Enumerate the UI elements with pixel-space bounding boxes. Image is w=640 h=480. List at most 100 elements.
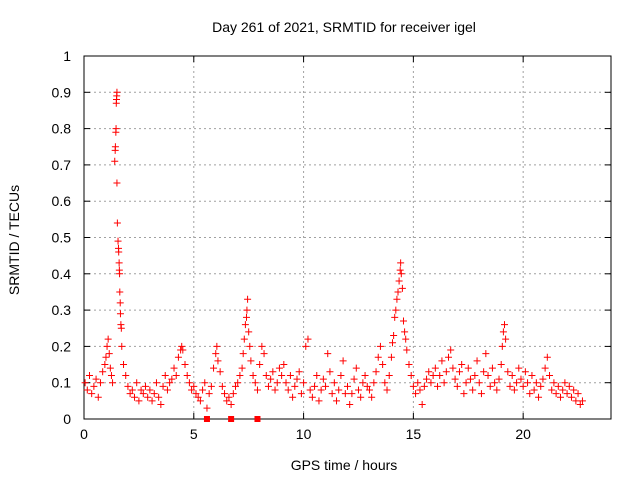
x-axis-label: GPS time / hours bbox=[291, 457, 398, 473]
gap-marker bbox=[203, 416, 210, 422]
data-point bbox=[144, 393, 152, 401]
data-point bbox=[451, 375, 459, 383]
data-point bbox=[471, 371, 479, 379]
data-point bbox=[218, 382, 226, 390]
data-point bbox=[256, 361, 264, 369]
data-point bbox=[280, 361, 288, 369]
data-point bbox=[152, 379, 160, 387]
data-point bbox=[166, 379, 174, 387]
data-point bbox=[484, 371, 492, 379]
data-point bbox=[260, 350, 268, 358]
y-tick-label: 0.5 bbox=[52, 230, 72, 246]
data-point bbox=[172, 371, 180, 379]
data-point bbox=[131, 393, 139, 401]
data-point bbox=[196, 397, 204, 405]
data-point bbox=[398, 284, 406, 292]
data-point bbox=[449, 364, 457, 372]
gap-marker bbox=[228, 416, 235, 422]
data-point bbox=[466, 375, 474, 383]
data-point bbox=[194, 393, 202, 401]
data-point bbox=[379, 361, 387, 369]
data-point bbox=[214, 357, 222, 365]
data-point bbox=[359, 379, 367, 387]
data-point bbox=[491, 379, 499, 387]
data-point bbox=[436, 371, 444, 379]
data-point bbox=[115, 248, 123, 256]
data-point bbox=[488, 364, 496, 372]
data-point bbox=[271, 386, 279, 394]
data-point bbox=[170, 364, 178, 372]
data-point bbox=[546, 371, 554, 379]
data-point bbox=[253, 386, 261, 394]
data-point bbox=[245, 328, 253, 336]
data-point bbox=[427, 379, 435, 387]
data-point bbox=[493, 386, 501, 394]
data-point bbox=[141, 382, 149, 390]
data-point bbox=[302, 342, 310, 350]
data-point bbox=[482, 350, 490, 358]
data-point bbox=[232, 382, 240, 390]
data-point bbox=[319, 375, 327, 383]
data-point bbox=[117, 324, 125, 332]
data-point bbox=[247, 357, 255, 365]
data-point bbox=[455, 368, 463, 376]
data-point bbox=[460, 390, 468, 398]
data-point bbox=[453, 382, 461, 390]
data-point bbox=[352, 364, 360, 372]
data-point bbox=[246, 342, 254, 350]
data-point bbox=[368, 393, 376, 401]
data-point bbox=[539, 375, 547, 383]
data-point bbox=[554, 382, 562, 390]
data-point bbox=[526, 390, 534, 398]
data-point bbox=[513, 379, 521, 387]
data-point bbox=[207, 382, 215, 390]
data-point bbox=[403, 346, 411, 354]
data-point bbox=[159, 382, 167, 390]
data-point bbox=[324, 350, 332, 358]
data-point bbox=[278, 371, 286, 379]
data-point bbox=[552, 390, 560, 398]
data-point bbox=[521, 368, 529, 376]
data-point bbox=[124, 382, 132, 390]
data-point bbox=[116, 270, 124, 278]
data-point bbox=[578, 397, 586, 405]
data-point bbox=[576, 400, 584, 408]
data-point bbox=[510, 386, 518, 394]
data-point bbox=[161, 371, 169, 379]
data-point bbox=[528, 371, 536, 379]
data-point bbox=[385, 371, 393, 379]
x-tick-label: 5 bbox=[190, 426, 198, 442]
data-point bbox=[405, 361, 413, 369]
data-point bbox=[313, 371, 321, 379]
data-point bbox=[115, 259, 123, 267]
data-point bbox=[333, 397, 341, 405]
y-tick-label: 0.7 bbox=[52, 157, 72, 173]
data-point bbox=[289, 393, 297, 401]
data-point bbox=[269, 368, 277, 376]
data-point bbox=[109, 379, 117, 387]
data-point bbox=[469, 386, 477, 394]
data-point bbox=[486, 382, 494, 390]
data-point bbox=[458, 361, 466, 369]
data-point bbox=[116, 288, 124, 296]
data-point bbox=[113, 219, 121, 227]
data-point bbox=[532, 379, 540, 387]
data-point bbox=[107, 371, 115, 379]
data-points bbox=[81, 88, 586, 412]
data-point bbox=[104, 335, 112, 343]
x-tick-label: 15 bbox=[406, 426, 422, 442]
data-point bbox=[223, 397, 231, 405]
data-point bbox=[519, 382, 527, 390]
data-point bbox=[414, 379, 422, 387]
data-point bbox=[420, 382, 428, 390]
data-point bbox=[363, 382, 371, 390]
data-point bbox=[251, 379, 259, 387]
data-point bbox=[139, 390, 147, 398]
data-point bbox=[242, 313, 250, 321]
data-point bbox=[238, 364, 246, 372]
data-point bbox=[148, 397, 156, 405]
data-point bbox=[322, 382, 330, 390]
data-point bbox=[150, 390, 158, 398]
data-point bbox=[229, 390, 237, 398]
